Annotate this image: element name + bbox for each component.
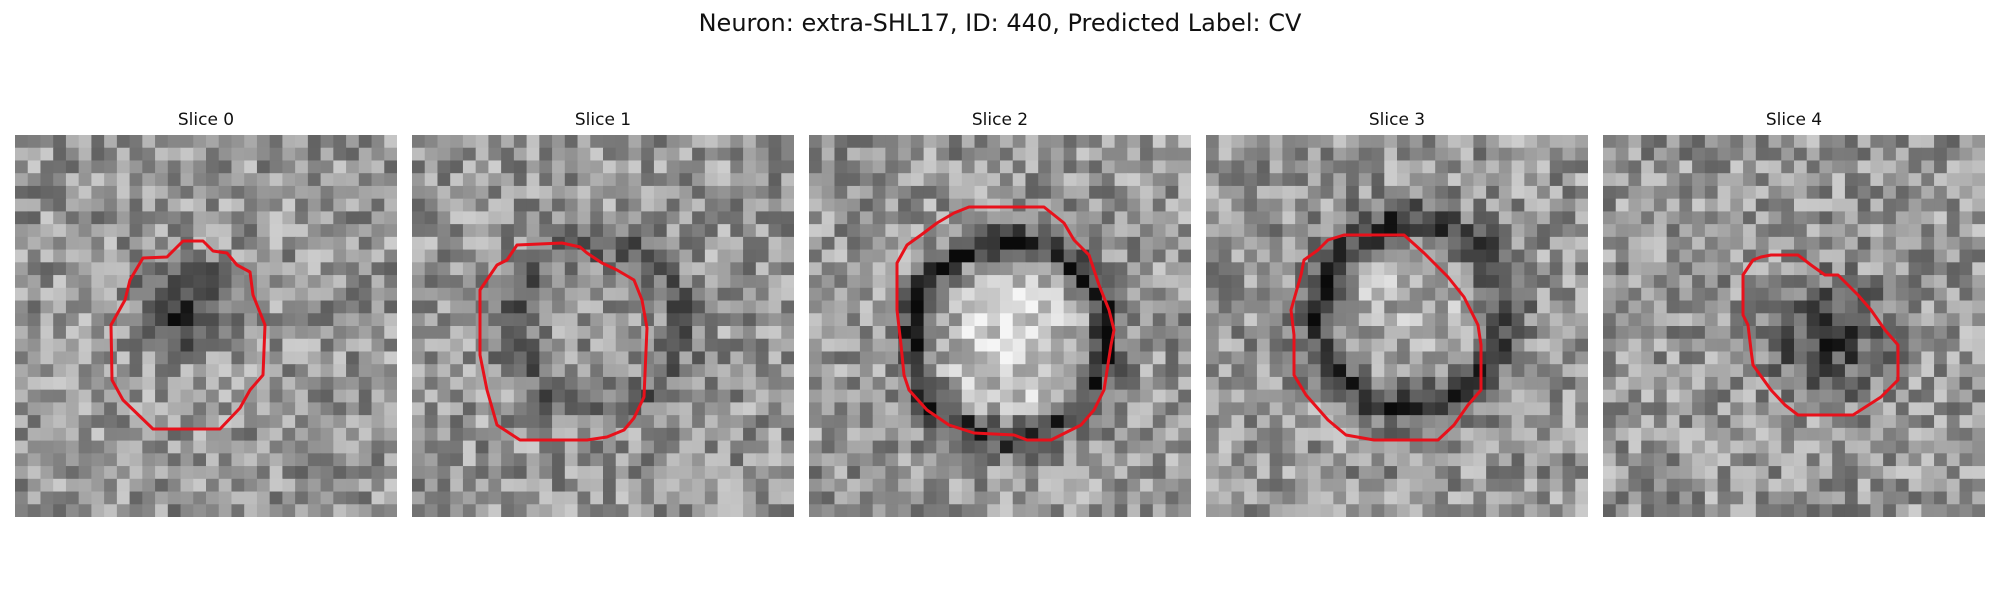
slice-panel-0: Slice 0 bbox=[15, 110, 397, 517]
contour-outline-1 bbox=[478, 241, 649, 442]
slice-image-2 bbox=[809, 135, 1191, 517]
slice-image-3 bbox=[1206, 135, 1588, 517]
slice-image-1 bbox=[412, 135, 794, 517]
contour-outline-4 bbox=[1741, 253, 1900, 417]
slice-panel-2: Slice 2 bbox=[809, 110, 1191, 517]
slice-title-0: Slice 0 bbox=[177, 110, 235, 130]
slice-title-3: Slice 3 bbox=[1368, 110, 1426, 130]
slice-title-4: Slice 4 bbox=[1765, 110, 1823, 130]
slice-panel-4: Slice 4 bbox=[1603, 110, 1985, 517]
slice-image-4 bbox=[1603, 135, 1985, 517]
contour-outline-3 bbox=[1289, 233, 1483, 442]
slice-title-2: Slice 2 bbox=[971, 110, 1029, 130]
figure-title: Neuron: extra-SHL17, ID: 440, Predicted … bbox=[698, 9, 1302, 37]
slice-panel-1: Slice 1 bbox=[412, 110, 794, 517]
slice-title-1: Slice 1 bbox=[574, 110, 632, 130]
contour-outline-0 bbox=[109, 239, 267, 431]
slice-panel-3: Slice 3 bbox=[1206, 110, 1588, 517]
slice-image-0 bbox=[15, 135, 397, 517]
contour-outline-2 bbox=[895, 205, 1116, 442]
